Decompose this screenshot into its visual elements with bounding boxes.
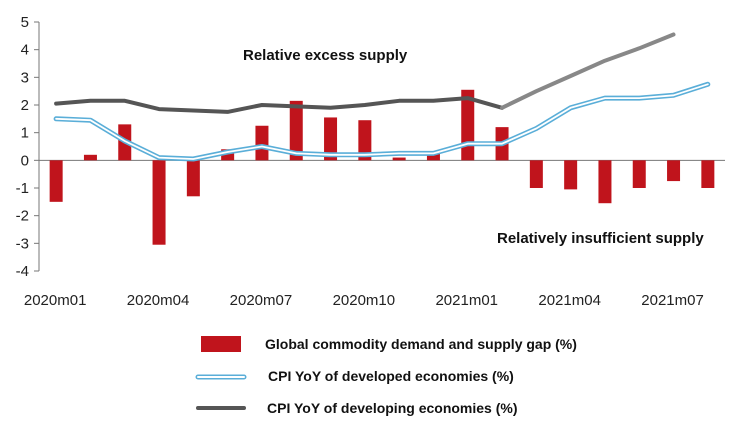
y-tick-label: -2 <box>16 208 29 225</box>
bar-2020m09 <box>324 117 338 161</box>
y-tick-label: -4 <box>16 263 29 280</box>
bar-2020m10 <box>358 120 372 161</box>
annotation-insufficient-supply: Relatively insufficient supply <box>497 230 704 247</box>
y-tick-label: 1 <box>21 125 29 142</box>
y-tick-label: 0 <box>21 152 29 169</box>
bar-2020m05 <box>186 160 200 197</box>
y-tick-label: 3 <box>21 69 29 86</box>
bar-2020m08 <box>289 100 303 161</box>
y-tick-label: 4 <box>21 42 29 59</box>
bar-2020m06 <box>221 149 235 161</box>
y-tick-label: 2 <box>21 97 29 114</box>
x-tick-label: 2021m01 <box>435 292 498 309</box>
x-tick-layer: 2020m01 2020m04 2020m07 2020m10 2021m01 2021m… <box>24 292 704 309</box>
y-tick-label: -1 <box>16 180 29 197</box>
bar-2020m07 <box>255 125 269 161</box>
bar-2021m05 <box>598 160 612 204</box>
y-tick-label: 5 <box>21 14 29 31</box>
bar-2020m04 <box>152 160 166 245</box>
x-tick-label: 2020m10 <box>333 292 396 309</box>
bar-2020m12 <box>426 152 440 161</box>
x-tick-label: 2021m07 <box>641 292 704 309</box>
y-tick-layer: 5 4 3 2 1 0 -1 -2 -3 -4 <box>16 14 39 280</box>
legend-label-developed: CPI YoY of developed economies (%) <box>268 368 514 384</box>
x-tick-label: 2020m07 <box>230 292 293 309</box>
bar-2020m02 <box>83 154 97 161</box>
bar-2021m07 <box>667 160 681 182</box>
x-tick-label: 2021m04 <box>538 292 601 309</box>
line-series <box>53 32 711 162</box>
x-tick-label: 2020m01 <box>24 292 87 309</box>
bar-2021m06 <box>632 160 646 188</box>
bar-2020m01 <box>49 160 63 202</box>
legend-label-bar: Global commodity demand and supply gap (… <box>265 336 577 352</box>
legend: Global commodity demand and supply gap (… <box>195 336 577 416</box>
line-developed-economies <box>53 81 711 162</box>
x-tick-label: 2020m04 <box>127 292 190 309</box>
line-developing-economies-continuation <box>500 32 676 110</box>
annotation-excess-supply: Relative excess supply <box>243 47 408 64</box>
line-developing-economies <box>54 96 504 114</box>
legend-swatch-bar <box>201 336 241 352</box>
bar-2021m04 <box>564 160 578 190</box>
line-developed-economies-inner <box>55 83 709 160</box>
bar-2021m03 <box>529 160 543 188</box>
y-tick-label: -3 <box>16 235 29 252</box>
bar-series <box>49 89 715 245</box>
bar-2021m08 <box>701 160 715 188</box>
legend-label-developing: CPI YoY of developing economies (%) <box>267 400 518 416</box>
bar-2020m11 <box>392 157 406 161</box>
